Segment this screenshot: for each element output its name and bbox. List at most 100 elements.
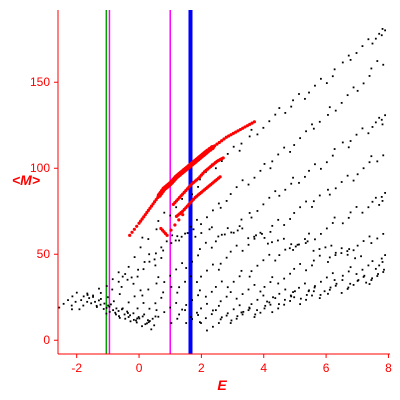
- background-point: [241, 293, 244, 295]
- background-point: [277, 239, 279, 242]
- background-point: [247, 288, 250, 291]
- background-point: [210, 313, 213, 316]
- background-point: [229, 291, 232, 293]
- background-point: [306, 240, 309, 243]
- background-point: [274, 113, 277, 116]
- background-point: [135, 319, 137, 322]
- background-point: [176, 291, 179, 294]
- background-point: [191, 299, 194, 302]
- background-point: [153, 258, 156, 261]
- background-point: [314, 163, 316, 166]
- background-point: [371, 277, 374, 280]
- background-point: [378, 116, 381, 119]
- background-point: [298, 93, 300, 95]
- background-point: [292, 291, 294, 293]
- background-point: [241, 227, 244, 230]
- background-point: [138, 317, 141, 320]
- background-point: [368, 283, 371, 285]
- background-points-group: [58, 28, 386, 332]
- background-point: [82, 304, 85, 307]
- background-point: [263, 237, 266, 239]
- background-point: [132, 282, 135, 285]
- background-point: [217, 268, 220, 271]
- background-point: [82, 295, 85, 298]
- background-point: [374, 37, 377, 40]
- background-point: [264, 304, 267, 307]
- background-point: [328, 288, 331, 291]
- background-point: [352, 179, 355, 182]
- background-point: [361, 268, 364, 271]
- background-point: [204, 295, 207, 298]
- background-point: [378, 32, 381, 35]
- background-point: [160, 257, 163, 259]
- background-point: [71, 308, 73, 311]
- background-point: [70, 304, 73, 307]
- background-point: [153, 324, 156, 327]
- background-point: [347, 216, 350, 219]
- y-tick-label: 150: [30, 75, 50, 89]
- background-point: [367, 206, 370, 209]
- background-point: [111, 288, 114, 291]
- background-point: [288, 247, 291, 250]
- background-point: [220, 233, 223, 236]
- background-point: [368, 235, 371, 238]
- background-point: [371, 260, 374, 263]
- background-point: [185, 322, 188, 324]
- background-point: [381, 123, 384, 126]
- background-point: [219, 300, 222, 303]
- background-point: [367, 132, 370, 135]
- background-point: [225, 295, 228, 298]
- background-point: [124, 317, 127, 320]
- background-point: [311, 294, 313, 297]
- background-point: [312, 259, 315, 262]
- highlight-point: [128, 233, 132, 237]
- background-point: [105, 312, 108, 315]
- background-point: [212, 263, 214, 266]
- background-point: [271, 241, 273, 244]
- background-point: [148, 260, 151, 263]
- background-point: [160, 296, 163, 299]
- background-point: [367, 264, 370, 267]
- background-point: [298, 286, 300, 289]
- background-point: [347, 286, 350, 289]
- background-point: [304, 282, 306, 285]
- background-point: [214, 167, 217, 170]
- background-point: [325, 276, 328, 279]
- background-point: [129, 320, 132, 323]
- background-point: [362, 167, 365, 170]
- background-point: [235, 297, 238, 300]
- background-point: [212, 209, 214, 212]
- background-point: [248, 275, 251, 278]
- background-point: [155, 282, 158, 285]
- background-point: [240, 218, 243, 221]
- background-point: [147, 319, 149, 322]
- background-point: [292, 249, 294, 251]
- x-tick-label: 2: [198, 361, 205, 375]
- background-point: [146, 322, 148, 325]
- background-point: [384, 114, 386, 117]
- background-point: [127, 312, 129, 314]
- background-point: [278, 254, 281, 256]
- background-point: [105, 306, 108, 309]
- background-point: [347, 146, 350, 149]
- background-point: [268, 196, 271, 199]
- background-point: [340, 252, 343, 254]
- y-ticks-group: 0 50 100 150: [30, 75, 58, 347]
- background-point: [74, 300, 77, 303]
- background-point: [333, 216, 336, 219]
- background-point: [284, 248, 287, 251]
- background-point: [259, 231, 262, 234]
- background-point: [341, 274, 344, 277]
- highlight-point: [241, 126, 245, 130]
- background-point: [174, 239, 177, 242]
- background-point: [117, 271, 120, 274]
- background-point: [150, 328, 153, 331]
- background-point: [334, 187, 337, 190]
- background-point: [284, 188, 287, 191]
- background-point: [117, 280, 120, 283]
- background-point: [331, 75, 334, 78]
- background-point: [67, 299, 69, 302]
- background-point: [319, 232, 322, 235]
- background-point: [175, 206, 178, 209]
- background-point: [240, 142, 243, 145]
